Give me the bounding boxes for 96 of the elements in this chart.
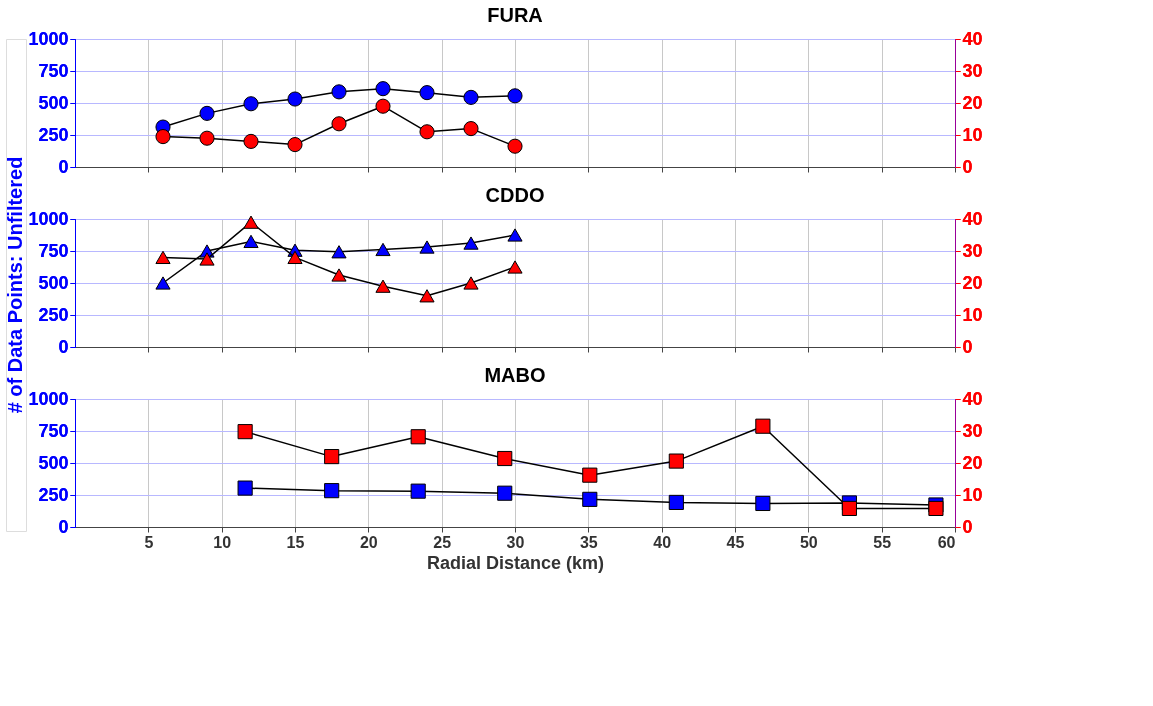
point — [243, 215, 259, 229]
y-tick-label: 0 — [58, 336, 69, 357]
point — [419, 124, 435, 140]
point — [463, 236, 479, 250]
y-tick-label: 0 — [58, 156, 69, 177]
point — [419, 85, 435, 101]
y2-tick-label: 0 — [962, 156, 973, 177]
x-axis-title: Radial Distance (km) — [426, 552, 605, 573]
point — [497, 485, 513, 501]
point — [287, 250, 303, 265]
point — [463, 89, 479, 105]
point — [375, 81, 391, 97]
y-tick-label: 0 — [58, 516, 69, 537]
x-tick-label: 5 — [144, 533, 154, 551]
point — [375, 242, 391, 257]
point — [582, 467, 598, 483]
y-tick-label: 500 — [38, 92, 69, 113]
y-tick-label: 1000 — [28, 208, 69, 229]
point — [463, 121, 479, 137]
point — [668, 453, 684, 469]
y-tick-label: 250 — [38, 484, 69, 505]
y2-tick-label: 10 — [962, 124, 983, 145]
y2-tick-label: 30 — [962, 420, 983, 441]
y-tick-label: 1000 — [28, 388, 69, 409]
y2-tick-label: 10 — [962, 484, 983, 505]
point — [507, 138, 523, 154]
y-tick-label: 1000 — [28, 28, 69, 49]
point — [463, 276, 479, 290]
x-tick-label: 55 — [873, 533, 892, 551]
point — [755, 418, 771, 434]
point — [199, 105, 215, 121]
point — [668, 494, 684, 510]
x-tick-label: 35 — [579, 533, 598, 551]
x-tick-label: 50 — [799, 533, 818, 551]
y-tick-label: 250 — [38, 304, 69, 325]
y-tick-label: 500 — [38, 272, 69, 293]
point — [419, 289, 435, 303]
point — [582, 491, 598, 507]
point — [287, 91, 303, 107]
chart-title: MABO — [484, 364, 546, 386]
y2-tick-label: 0 — [962, 516, 973, 537]
point — [331, 84, 347, 100]
y2-tick-label: 20 — [962, 92, 983, 113]
chart-title: FURA — [487, 4, 543, 26]
point — [331, 268, 347, 282]
x-tick-label: 60 — [937, 533, 956, 551]
point — [155, 250, 171, 265]
point — [237, 424, 253, 440]
x-tick-label: 25 — [433, 533, 452, 551]
x-tick-label: 30 — [506, 533, 525, 551]
point — [324, 449, 340, 465]
y2-tick-label: 20 — [962, 272, 983, 293]
y-tick-label: 750 — [38, 60, 69, 81]
x-tick-label: 15 — [286, 533, 305, 551]
point — [243, 96, 259, 112]
point — [324, 483, 340, 499]
point — [410, 429, 426, 445]
point — [331, 116, 347, 132]
point — [507, 88, 523, 104]
x-tick-label: 10 — [213, 533, 232, 551]
point — [287, 137, 303, 153]
y2-tick-label: 40 — [962, 208, 983, 229]
y-tick-label: 750 — [38, 420, 69, 441]
point — [237, 480, 253, 496]
point — [410, 483, 426, 499]
point — [243, 234, 259, 249]
y2-tick-label: 40 — [962, 28, 983, 49]
x-tick-label: 40 — [653, 533, 672, 551]
y-tick-label: 500 — [38, 452, 69, 473]
chart-title: CDDO — [485, 184, 545, 206]
y2-tick-label: 20 — [962, 452, 983, 473]
x-tick-label: 45 — [726, 533, 745, 551]
point — [507, 228, 523, 242]
point — [755, 495, 771, 512]
point — [199, 252, 215, 266]
point — [375, 279, 391, 293]
y-axis-title: # of Data Points: Unfiltered — [4, 156, 26, 414]
point — [155, 276, 171, 290]
x-tick-label: 20 — [359, 533, 378, 551]
point — [928, 500, 944, 517]
point — [375, 98, 391, 114]
point — [199, 130, 215, 146]
point — [841, 500, 857, 517]
y2-tick-label: 40 — [962, 388, 983, 409]
point — [419, 240, 435, 254]
y2-tick-label: 10 — [962, 304, 983, 325]
point — [497, 450, 513, 467]
y-tick-label: 750 — [38, 240, 69, 261]
y2-tick-label: 0 — [962, 336, 973, 357]
y2-tick-label: 30 — [962, 240, 983, 261]
point — [155, 129, 171, 145]
y2-tick-label: 30 — [962, 60, 983, 81]
point — [331, 245, 347, 259]
point — [243, 133, 259, 149]
point — [507, 260, 523, 274]
y-tick-label: 250 — [38, 124, 69, 145]
